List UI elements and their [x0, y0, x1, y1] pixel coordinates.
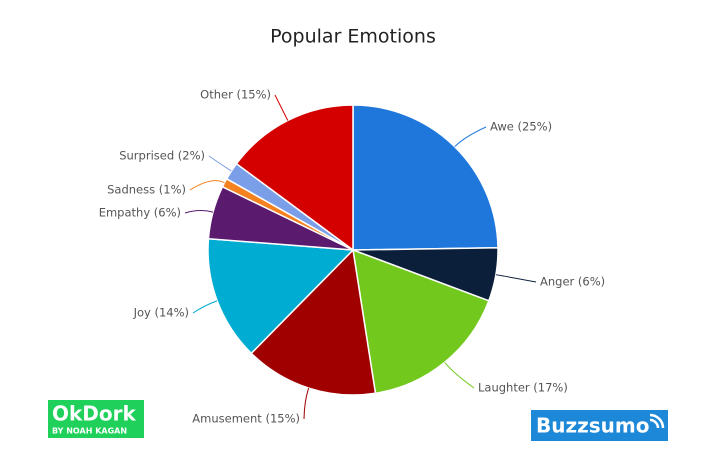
- leader-line: [189, 180, 225, 191]
- slice-label: Other (15%): [200, 88, 271, 102]
- slice-label: Sadness (1%): [107, 183, 186, 197]
- logo-bg: [531, 410, 668, 441]
- leader-line: [303, 387, 310, 420]
- leader-line: [495, 274, 537, 283]
- leader-line: [208, 155, 232, 172]
- leader-line: [274, 94, 289, 121]
- pie-slice: [207, 237, 355, 355]
- pie-slice: [352, 104, 499, 251]
- slice-label: Empathy (6%): [99, 206, 181, 220]
- leader-line: [192, 300, 218, 314]
- logo-tagline: BY NOAH KAGAN: [52, 427, 127, 436]
- okdork-logo: OkDork BY NOAH KAGAN: [48, 400, 144, 438]
- logo-text: OkDork: [52, 402, 137, 426]
- buzzsumo-logo: Buzzsumo: [531, 410, 668, 441]
- chart-title: Popular Emotions: [270, 26, 436, 48]
- slice-label: Awe (25%): [490, 120, 552, 134]
- logo-bg: [48, 400, 144, 438]
- logo-text: Buzzsumo: [536, 414, 650, 438]
- leader-line: [454, 126, 487, 148]
- slice-label: Amusement (15%): [192, 412, 300, 426]
- leader-line: [184, 210, 214, 214]
- slice-label: Laughter (17%): [478, 381, 568, 395]
- slice-label: Surprised (2%): [119, 149, 205, 163]
- logo-icon: [649, 413, 665, 429]
- slice-label: Joy (14%): [133, 306, 189, 320]
- slice-label: Anger (6%): [540, 275, 605, 289]
- leader-line: [444, 362, 475, 389]
